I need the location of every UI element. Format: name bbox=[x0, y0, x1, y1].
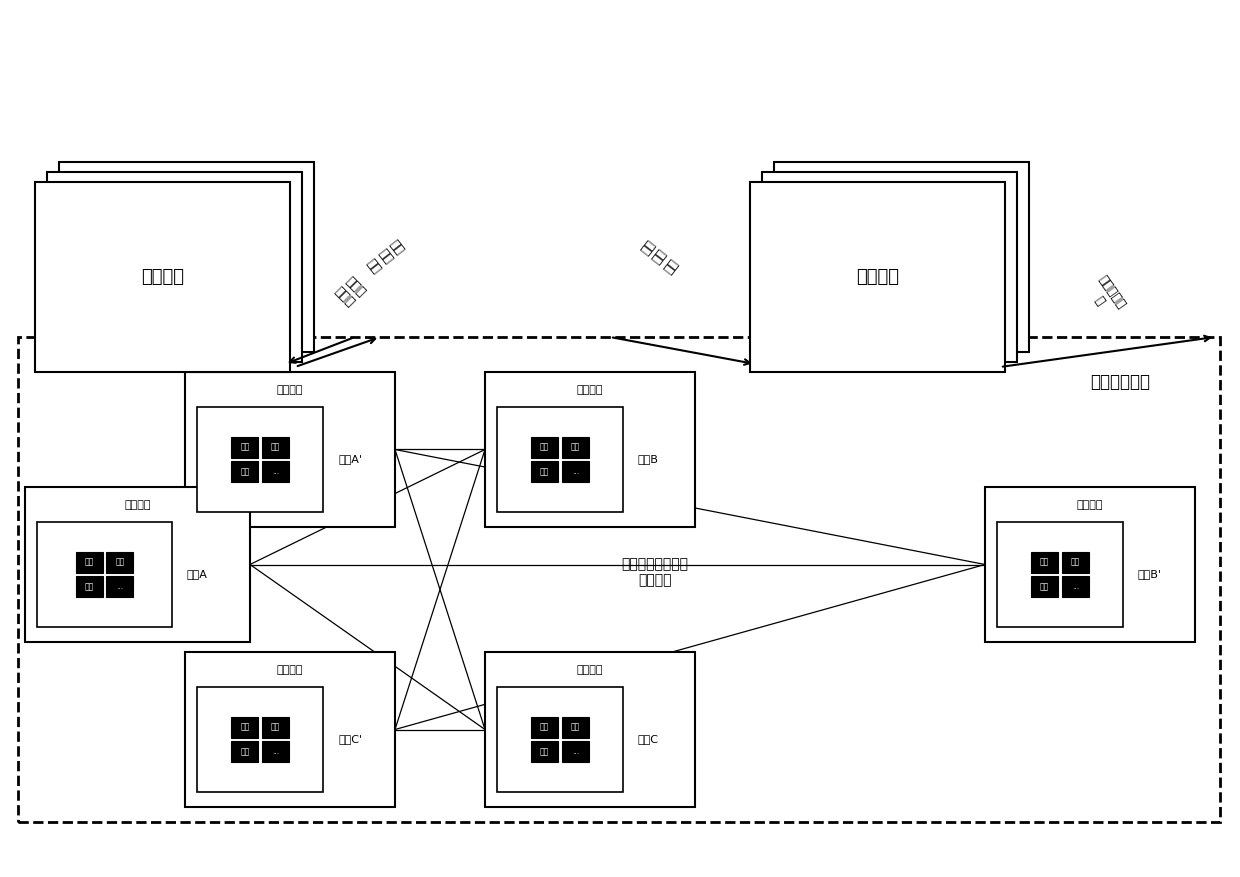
Bar bbox=[47, 172, 303, 362]
Bar bbox=[531, 461, 558, 482]
Bar bbox=[25, 487, 250, 642]
Text: 服务节点: 服务节点 bbox=[577, 385, 603, 395]
Text: 单元: 单元 bbox=[1070, 558, 1080, 567]
Bar bbox=[531, 741, 558, 762]
Text: 单元: 单元 bbox=[241, 723, 249, 731]
Text: 单元: 单元 bbox=[241, 747, 249, 756]
Bar bbox=[562, 461, 589, 482]
Text: 网络
拓扑
消息: 网络 拓扑 消息 bbox=[639, 238, 682, 276]
Bar bbox=[485, 372, 694, 527]
Bar bbox=[185, 372, 396, 527]
Bar bbox=[197, 687, 322, 792]
Text: 网络
拓扑
消息: 网络 拓扑 消息 bbox=[363, 238, 407, 276]
Bar bbox=[76, 552, 103, 573]
Bar bbox=[76, 576, 103, 597]
Text: 单元: 单元 bbox=[270, 723, 280, 731]
Text: 单元: 单元 bbox=[541, 443, 549, 452]
Bar bbox=[531, 437, 558, 458]
Text: 区域A: 区域A bbox=[187, 569, 208, 580]
Bar bbox=[750, 182, 1004, 372]
Bar bbox=[231, 437, 258, 458]
Text: 服务节点: 服务节点 bbox=[1076, 500, 1104, 510]
Bar bbox=[231, 717, 258, 738]
Text: 服务编排: 服务编排 bbox=[856, 268, 899, 286]
Text: 单元: 单元 bbox=[270, 443, 280, 452]
Bar bbox=[262, 437, 289, 458]
Text: 网络拓扑信息同步
故障检测: 网络拓扑信息同步 故障检测 bbox=[621, 557, 688, 587]
Text: 单元: 单元 bbox=[1040, 582, 1049, 591]
Text: 区域C: 区域C bbox=[639, 735, 658, 745]
Text: ...: ... bbox=[272, 467, 279, 476]
Text: ...: ... bbox=[272, 747, 279, 756]
Text: 区域C': 区域C' bbox=[339, 735, 362, 745]
Text: 服务创建删
除: 服务创建删 除 bbox=[1083, 274, 1127, 320]
Bar bbox=[262, 741, 289, 762]
Text: 单元: 单元 bbox=[115, 558, 124, 567]
Text: 单元: 单元 bbox=[84, 582, 94, 591]
Bar bbox=[262, 717, 289, 738]
Text: 服务节点: 服务节点 bbox=[577, 665, 603, 675]
Bar bbox=[997, 522, 1123, 627]
Bar bbox=[197, 407, 322, 512]
Text: ...: ... bbox=[572, 747, 579, 756]
Text: 服务节点: 服务节点 bbox=[277, 665, 304, 675]
Text: 单元: 单元 bbox=[241, 467, 249, 476]
Text: 单元: 单元 bbox=[541, 467, 549, 476]
Text: ...: ... bbox=[117, 582, 123, 591]
Bar bbox=[763, 172, 1017, 362]
Bar bbox=[562, 741, 589, 762]
Bar bbox=[1032, 552, 1058, 573]
Bar bbox=[107, 552, 133, 573]
Bar bbox=[1032, 576, 1058, 597]
Text: 区域B': 区域B' bbox=[1138, 569, 1162, 580]
Text: 区域B: 区域B bbox=[639, 454, 658, 465]
Bar bbox=[562, 717, 589, 738]
Text: 无中心化集群: 无中心化集群 bbox=[1090, 373, 1149, 391]
Bar bbox=[1061, 552, 1089, 573]
Bar bbox=[37, 522, 172, 627]
Bar bbox=[262, 461, 289, 482]
Text: 单元: 单元 bbox=[570, 723, 580, 731]
Bar bbox=[107, 576, 133, 597]
Bar bbox=[35, 182, 290, 372]
Bar bbox=[485, 652, 694, 807]
Bar bbox=[497, 687, 622, 792]
Text: 单元: 单元 bbox=[541, 747, 549, 756]
Text: ...: ... bbox=[572, 467, 579, 476]
Text: ...: ... bbox=[1071, 582, 1079, 591]
Bar bbox=[774, 162, 1029, 352]
Text: 网关代理: 网关代理 bbox=[141, 268, 184, 286]
Bar bbox=[231, 461, 258, 482]
Text: 单元: 单元 bbox=[84, 558, 94, 567]
Text: 单元: 单元 bbox=[570, 443, 580, 452]
Bar bbox=[531, 717, 558, 738]
Text: 服务节点: 服务节点 bbox=[277, 385, 304, 395]
Bar bbox=[985, 487, 1195, 642]
Text: 单元: 单元 bbox=[1040, 558, 1049, 567]
Bar bbox=[562, 437, 589, 458]
Bar bbox=[1061, 576, 1089, 597]
Bar bbox=[231, 741, 258, 762]
Bar bbox=[60, 162, 314, 352]
Text: 单元: 单元 bbox=[541, 723, 549, 731]
Text: 路由请
求信息: 路由请 求信息 bbox=[332, 275, 368, 310]
Bar bbox=[185, 652, 396, 807]
Text: 区域A': 区域A' bbox=[339, 454, 362, 465]
Text: 单元: 单元 bbox=[241, 443, 249, 452]
Text: 服务节点: 服务节点 bbox=[124, 500, 151, 510]
Bar bbox=[19, 337, 1220, 822]
Bar bbox=[497, 407, 622, 512]
